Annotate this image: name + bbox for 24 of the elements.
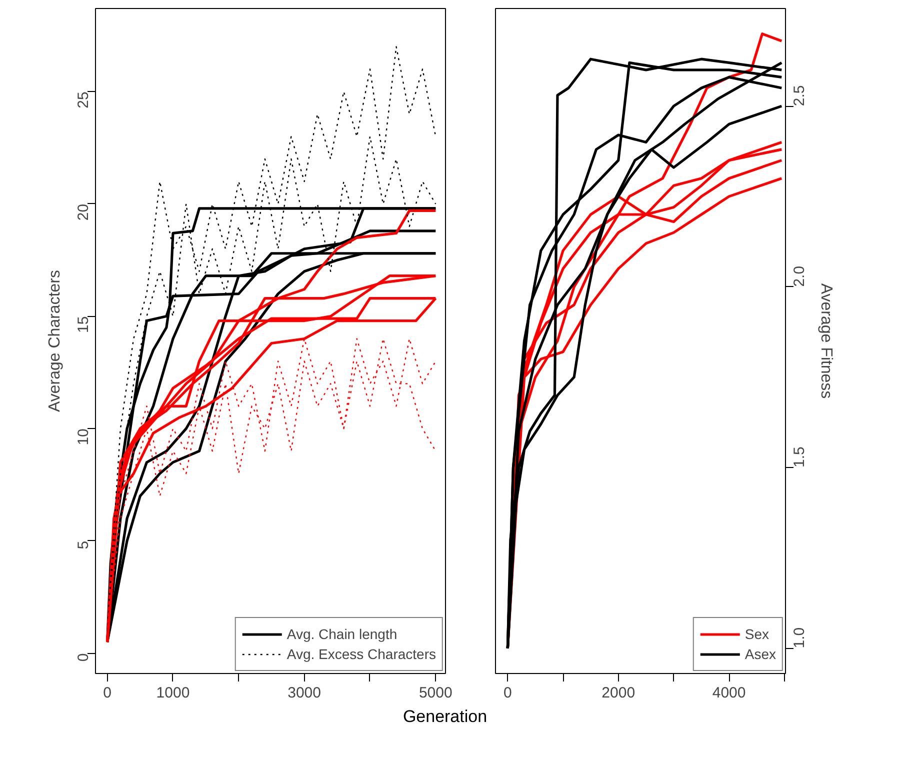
- y-axis-title: Average Characters: [46, 270, 64, 412]
- x-tick-label: 0: [103, 684, 112, 702]
- y2-tick-label: 2.5: [791, 85, 808, 106]
- y-tick-label: 5: [75, 540, 92, 550]
- y2-tick-label: 2.0: [791, 266, 808, 287]
- x-tick-label: 2000: [602, 684, 636, 702]
- x-axis-title: Generation: [402, 706, 488, 728]
- y-tick-label: 25: [75, 92, 92, 108]
- x-tick-label: 0: [504, 684, 512, 702]
- y-tick-label: 20: [75, 204, 92, 221]
- legend-label: Avg. Excess Characters: [286, 646, 436, 662]
- x-tick-label: 5000: [418, 684, 452, 702]
- legend-label: Sex: [744, 626, 769, 642]
- legend-label: Asex: [744, 646, 776, 662]
- y2-tick-label: 1.5: [791, 446, 808, 468]
- y-tick-label: 10: [75, 428, 92, 446]
- x-tick-label: 4000: [712, 684, 746, 702]
- y-tick-label: 15: [75, 316, 92, 333]
- x-tick-label: 1000: [156, 684, 190, 702]
- y2-axis-title: Average Fitness: [818, 283, 834, 399]
- legend-label: Avg. Chain length: [286, 626, 398, 642]
- x-tick-label: 3000: [288, 684, 322, 702]
- y-tick-label: 0: [75, 653, 92, 662]
- y2-tick-label: 1.0: [791, 627, 808, 648]
